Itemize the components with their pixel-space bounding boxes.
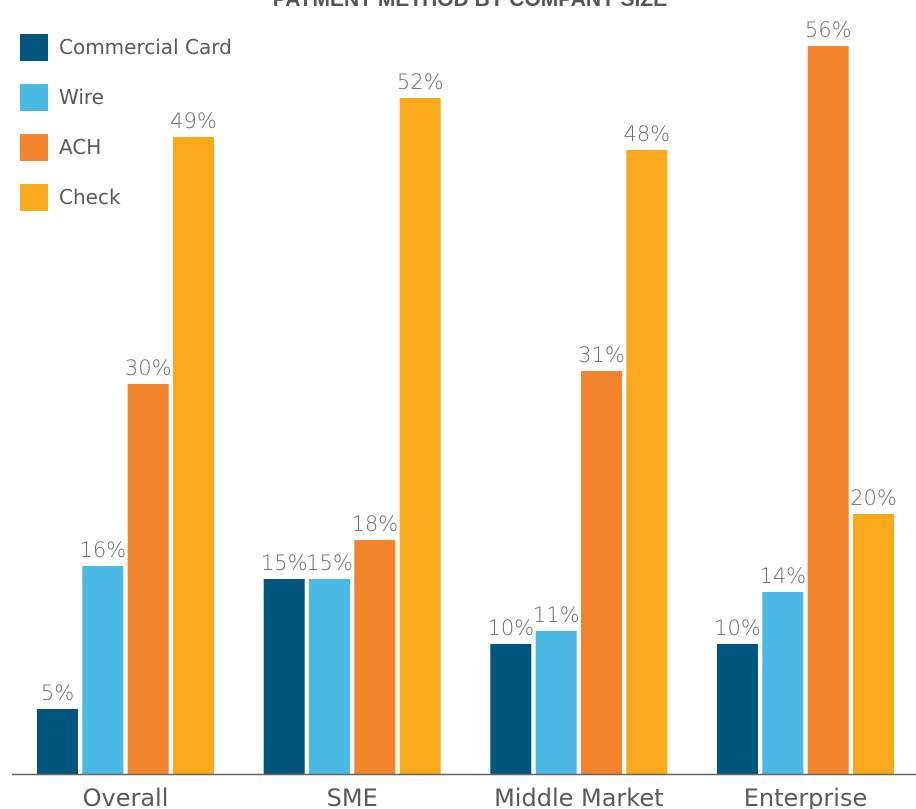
- data-label-overall-ach: 30%: [125, 356, 172, 380]
- legend-swatch-check: [20, 184, 48, 211]
- data-label-sme-commercial-card: 15%: [261, 551, 308, 575]
- bar-overall-wire: [82, 566, 124, 774]
- x-tick-label-middle-market: Middle Market: [494, 784, 663, 809]
- data-label-enterprise-check: 20%: [850, 486, 897, 510]
- bar-sme-commercial-card: [263, 579, 305, 774]
- data-label-middle-market-ach: 31%: [578, 343, 625, 367]
- legend-label-ach: ACH: [59, 135, 101, 159]
- data-label-middle-market-commercial-card: 10%: [487, 616, 534, 640]
- x-tick-label-enterprise: Enterprise: [744, 784, 867, 809]
- bar-middle-market-ach: [581, 371, 622, 774]
- bar-sme-ach: [354, 540, 396, 774]
- bar-overall-check: [173, 137, 214, 774]
- data-label-enterprise-ach: 56%: [805, 18, 852, 42]
- data-label-middle-market-wire: 11%: [533, 603, 580, 627]
- chart-title: PAYMENT METHOD BY COMPANY SIZE: [273, 0, 667, 11]
- bar-middle-market-wire: [535, 631, 577, 774]
- bars: 5%16%30%49%15%15%18%52%10%11%31%48%10%14…: [37, 18, 897, 774]
- data-label-sme-check: 52%: [397, 70, 444, 94]
- data-label-middle-market-check: 48%: [623, 122, 670, 146]
- bar-overall-ach: [127, 384, 169, 774]
- legend-label-check: Check: [59, 185, 121, 209]
- bar-enterprise-wire: [762, 592, 804, 774]
- bar-sme-wire: [309, 579, 350, 774]
- bar-enterprise-ach: [807, 46, 849, 774]
- data-label-overall-wire: 16%: [79, 538, 126, 562]
- legend-label-commercial-card: Commercial Card: [59, 35, 232, 59]
- x-axis-labels: Overall SME Middle Market Enterprise: [83, 784, 868, 809]
- bar-sme-check: [399, 98, 441, 774]
- legend-swatch-wire: [20, 84, 48, 111]
- bar-middle-market-check: [626, 150, 668, 774]
- bar-overall-commercial-card: [37, 709, 78, 774]
- data-label-overall-check: 49%: [170, 109, 217, 133]
- data-label-sme-ach: 18%: [351, 512, 398, 536]
- bar-middle-market-commercial-card: [490, 644, 532, 774]
- x-tick-label-sme: SME: [327, 784, 378, 809]
- legend-swatch-ach: [20, 134, 48, 161]
- data-label-overall-commercial-card: 5%: [41, 681, 74, 705]
- legend: Commercial Card Wire ACH Check: [20, 34, 232, 211]
- data-label-enterprise-commercial-card: 10%: [714, 616, 761, 640]
- data-label-enterprise-wire: 14%: [759, 564, 806, 588]
- legend-label-wire: Wire: [59, 85, 104, 109]
- data-label-sme-wire: 15%: [306, 551, 353, 575]
- x-tick-label-overall: Overall: [83, 784, 169, 809]
- bar-enterprise-commercial-card: [717, 644, 758, 774]
- legend-swatch-commercial-card: [20, 34, 48, 61]
- bar-enterprise-check: [853, 514, 894, 774]
